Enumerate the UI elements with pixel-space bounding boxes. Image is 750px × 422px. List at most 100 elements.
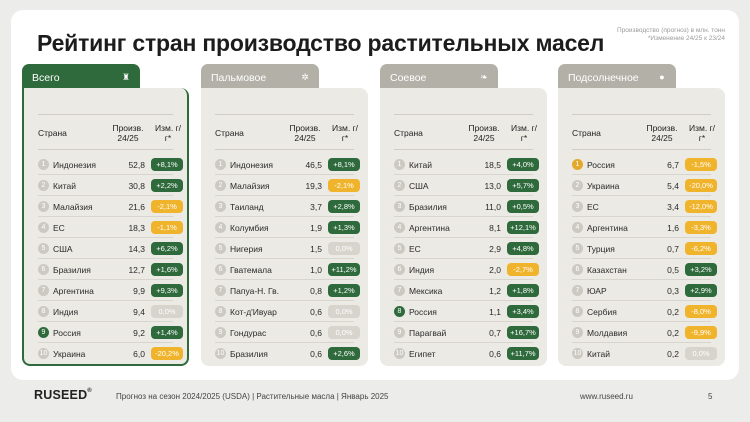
units-note: Производство (прогноз) в млн. тонн *Изме… (585, 27, 725, 43)
change-badge: +3,4% (507, 305, 539, 318)
production-value: 0,7 (489, 328, 501, 338)
table-row: 3 Малайзия 21,6 -2,1% (38, 196, 183, 217)
change-badge: -1,5% (685, 158, 717, 171)
rank-badge: 5 (572, 243, 583, 254)
country-name: Индонезия (53, 160, 96, 170)
panel-palm: Пальмовое ✲ Страна Произв. 24/25 Изм. г/г* 1 И… (201, 64, 368, 366)
header-change: Изм. г/г* (331, 123, 359, 143)
change-badge: -1,1% (151, 221, 183, 234)
country-name: Бразилия (409, 202, 447, 212)
change-badge: +1,8% (507, 284, 539, 297)
change-badge: +16,7% (507, 326, 539, 339)
header-production: Произв. 24/25 (112, 123, 144, 143)
change-badge: +1,6% (151, 263, 183, 276)
change-badge: +11,2% (328, 263, 360, 276)
ruseed-logo: RUSEED® (34, 388, 92, 402)
rank-badge: 5 (38, 243, 49, 254)
rank-badge: 10 (215, 348, 226, 359)
country-name: США (409, 181, 429, 191)
change-badge: +2,2% (151, 179, 183, 192)
change-badge: +11,7% (507, 347, 539, 360)
page-title: Рейтинг стран производство растительных … (37, 30, 605, 56)
production-value: 11,0 (485, 202, 501, 212)
table-row: 5 США 14,3 +6,2% (38, 238, 183, 259)
table-row: 1 Индонезия 46,5 +8,1% (215, 154, 360, 175)
header-country: Страна (215, 128, 244, 138)
table-header: Страна Произв. 24/25 Изм. г/г* (215, 114, 358, 150)
production-value: 13,0 (484, 181, 501, 191)
production-value: 14,3 (128, 244, 145, 254)
change-badge: -3,3% (685, 221, 717, 234)
tab-label: Всего (32, 72, 60, 84)
table-body: 1 Индонезия 52,8 +8,1% 2 Китай 30,8 +2,2% 3 Малай… (38, 154, 183, 364)
rank-badge: 9 (38, 327, 49, 338)
header-production: Произв. 24/25 (468, 123, 500, 143)
production-value: 5,4 (667, 181, 679, 191)
country-name: Колумбия (230, 223, 269, 233)
production-value: 1,1 (489, 307, 501, 317)
header-country: Страна (38, 128, 67, 138)
rank-badge: 3 (38, 201, 49, 212)
ranking-table: Страна Произв. 24/25 Изм. г/г* 1 Индонезия 52… (22, 88, 189, 366)
change-badge: 0,0% (685, 347, 717, 360)
rank-badge: 4 (215, 222, 226, 233)
production-value: 12,7 (128, 265, 145, 275)
rank-badge: 7 (572, 285, 583, 296)
production-value: 21,6 (128, 202, 145, 212)
country-name: Папуа-Н. Гв. (230, 286, 280, 296)
table-row: 10 Украина 6,0 -20,2% (38, 343, 183, 364)
table-row: 1 Индонезия 52,8 +8,1% (38, 154, 183, 175)
change-badge: -8,0% (685, 305, 717, 318)
production-value: 0,2 (667, 349, 679, 359)
production-value: 52,8 (128, 160, 145, 170)
tab-sunflower[interactable]: Подсолнечное ● (558, 64, 676, 90)
tab-label: Соевое (390, 72, 427, 84)
table-row: 2 Малайзия 19,3 -2,1% (215, 175, 360, 196)
country-name: Китай (409, 160, 432, 170)
country-name: Парагвай (409, 328, 447, 338)
country-name: Китай (53, 181, 76, 191)
table-row: 3 ЕС 3,4 -12,0% (572, 196, 717, 217)
soy-icon: ❧ (480, 72, 488, 82)
rank-badge: 2 (572, 180, 583, 191)
country-name: Казахстан (587, 265, 627, 275)
change-badge: +1,3% (328, 221, 360, 234)
table-row: 6 Казахстан 0,5 +3,2% (572, 259, 717, 280)
table-row: 7 Папуа-Н. Гв. 0,8 +1,2% (215, 280, 360, 301)
production-value: 30,8 (128, 181, 145, 191)
ranking-table: Страна Произв. 24/25 Изм. г/г* 1 Россия 6,7 -1… (558, 88, 725, 366)
production-value: 0,6 (489, 349, 501, 359)
tab-palm[interactable]: Пальмовое ✲ (201, 64, 319, 90)
ranking-table: Страна Произв. 24/25 Изм. г/г* 1 Китай 18,5 +4… (380, 88, 547, 366)
production-value: 18,3 (128, 223, 145, 233)
change-badge: +1,4% (151, 326, 183, 339)
change-badge: +6,2% (151, 242, 183, 255)
country-name: Россия (53, 328, 81, 338)
country-name: ЕС (409, 244, 421, 254)
rank-badge: 4 (572, 222, 583, 233)
country-name: Молдавия (587, 328, 628, 338)
table-row: 10 Китай 0,2 0,0% (572, 343, 717, 364)
panel-soy: Соевое ❧ Страна Произв. 24/25 Изм. г/г* 1 Кита… (380, 64, 547, 366)
header-change: Изм. г/г* (510, 123, 538, 143)
footer-url[interactable]: www.ruseed.ru (580, 392, 633, 401)
tab-soy[interactable]: Соевое ❧ (380, 64, 498, 90)
rank-badge: 1 (394, 159, 405, 170)
sunflower-icon: ● (659, 72, 665, 82)
change-badge: 0,0% (328, 305, 360, 318)
bottle-icon: ♜ (121, 72, 131, 82)
table-row: 5 Нигерия 1,5 0,0% (215, 238, 360, 259)
country-name: Бразилия (53, 265, 91, 275)
production-value: 0,6 (310, 328, 322, 338)
tab-bottle[interactable]: Всего ♜ (22, 64, 140, 92)
production-value: 9,4 (133, 307, 145, 317)
table-row: 2 Украина 5,4 -20,0% (572, 175, 717, 196)
country-name: Кот-д'Ивуар (230, 307, 277, 317)
rank-badge: 10 (572, 348, 583, 359)
table-row: 7 ЮАР 0,3 +2,9% (572, 280, 717, 301)
change-note-line: *Изменение 24/25 к 23/24 (647, 35, 725, 42)
production-value: 0,2 (667, 307, 679, 317)
change-badge: 0,0% (328, 326, 360, 339)
rank-badge: 2 (38, 180, 49, 191)
rank-badge: 8 (394, 306, 405, 317)
